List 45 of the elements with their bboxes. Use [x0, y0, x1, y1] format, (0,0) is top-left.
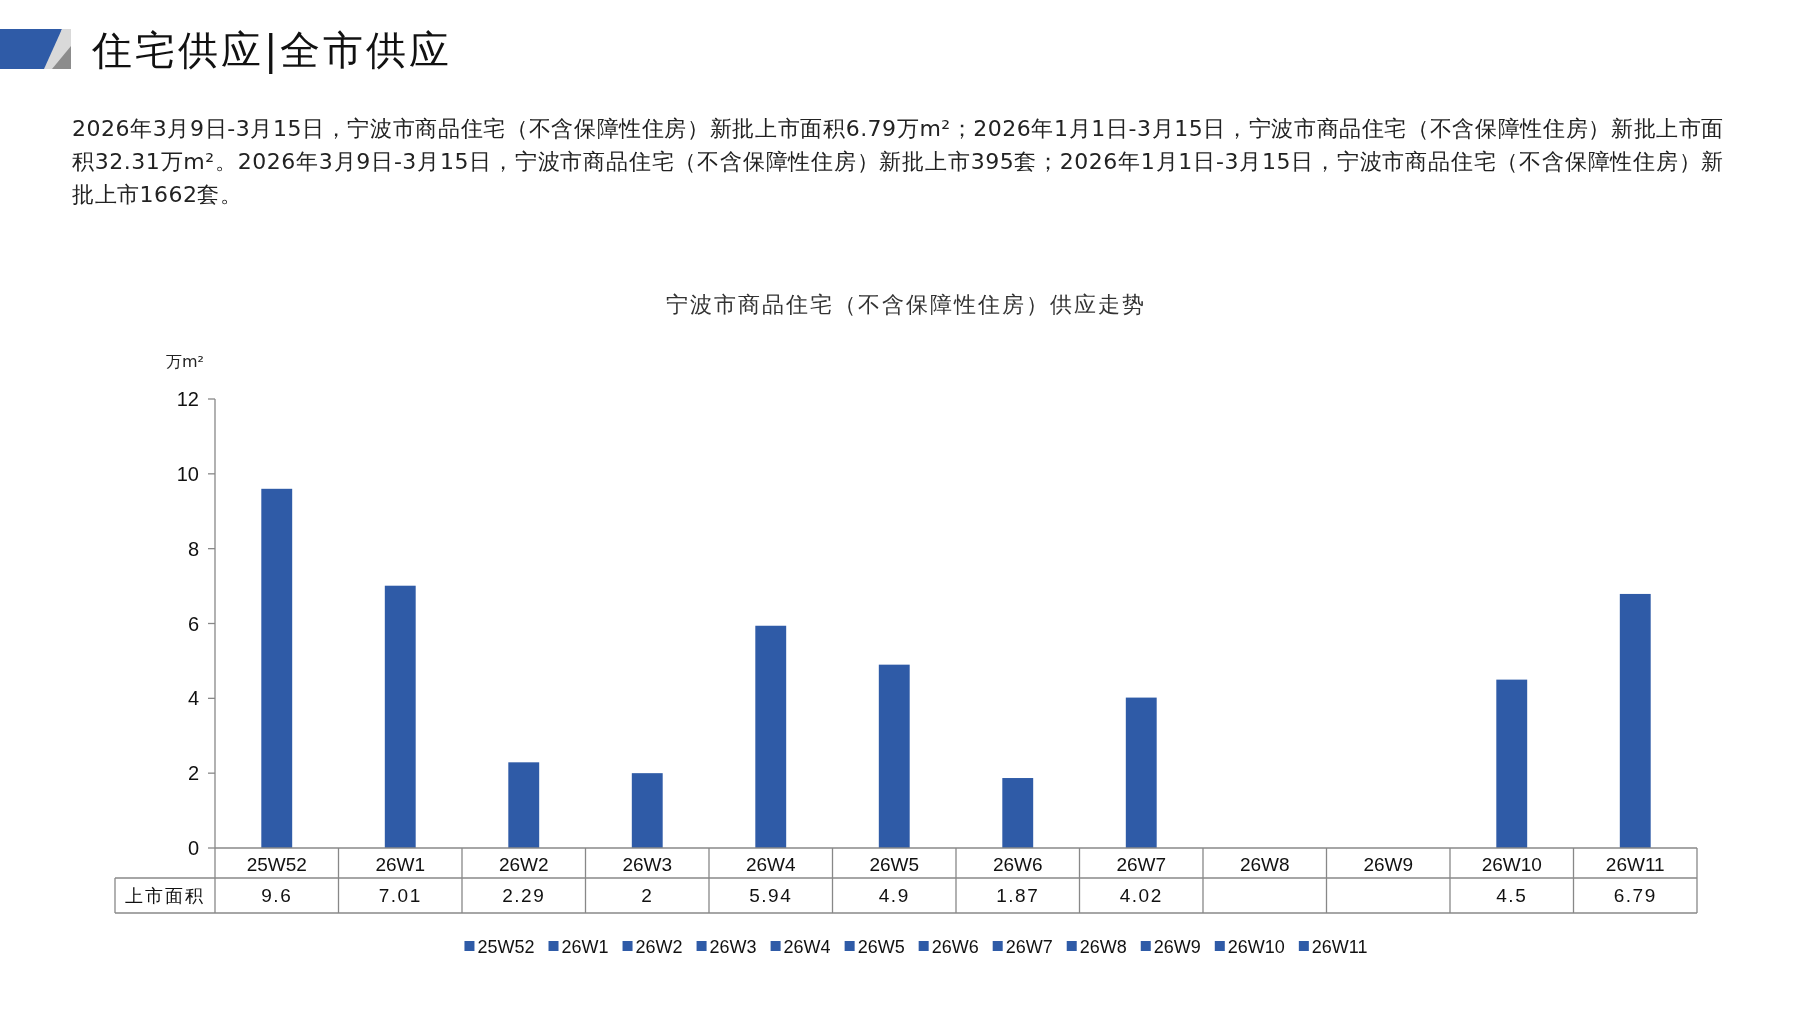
- bar: [384, 585, 416, 848]
- y-axis-title: 万m²: [166, 352, 204, 371]
- text: 2026年3月9日-3月15日，宁波市商品住宅（不含保障性住房）新批上市面积6.79万m²；2026年1月1日-3月15日，宁波市商品住宅（不含保障性住房）新批上市面积32.31万m²。2026年3月9日-3月15日，宁波市商品住宅（不含保障性住房）新批上市395套；2026年1月1日-3月15日，宁波市商品住宅（不含保障性住房）新批上市1662套。: [72, 115, 1724, 209]
- x-tick-label: 26W8: [1239, 854, 1290, 875]
- bar: [755, 625, 787, 848]
- x-tick-label: 26W10: [1481, 854, 1542, 875]
- y-tick-label: 10: [176, 462, 199, 485]
- y-tick-label: 2: [187, 762, 199, 785]
- data-label: 4.9: [878, 885, 910, 906]
- legend: 25W52 26W1 26W2 26W3 26W4 26W5 26W6 26W7 26W8 26W9 26W10 26W11: [464, 937, 1368, 957]
- text: 上市面积: [125, 885, 205, 906]
- x-tick-label: 26W3: [622, 854, 673, 875]
- x-tick-label: 26W4: [745, 854, 796, 875]
- bar: [878, 664, 910, 848]
- data-label: 7.01: [378, 885, 422, 906]
- bar: [1496, 679, 1528, 848]
- y-tick-label: 8: [187, 537, 199, 560]
- bar: [508, 762, 540, 848]
- bar: [1002, 778, 1034, 848]
- bar: [631, 773, 663, 848]
- x-tick-label: 26W11: [1605, 854, 1665, 875]
- chart-title: 宁波市商品住宅（不含保障性住房）供应走势: [666, 292, 1146, 317]
- x-tick-label: 26W2: [498, 854, 549, 875]
- y-tick-label: 4: [187, 687, 199, 710]
- y-tick-label: 12: [176, 388, 199, 410]
- data-label: 4.5: [1496, 885, 1528, 906]
- x-tick-label: 25W52: [246, 854, 307, 875]
- x-tick-label: 26W5: [869, 854, 920, 875]
- x-tick-label: 26W6: [992, 854, 1043, 875]
- data-label: 2.29: [502, 885, 546, 906]
- bar: [1125, 697, 1157, 848]
- bar: [1619, 593, 1651, 848]
- y-tick-label: 0: [187, 837, 199, 859]
- data-label: 4.02: [1119, 885, 1163, 906]
- y-tick-label: 6: [187, 612, 199, 635]
- data-label: 6.79: [1613, 885, 1657, 906]
- x-tick-label: 26W7: [1116, 854, 1167, 875]
- text: 住宅供应|全市供应: [91, 27, 453, 74]
- data-label: 5.94: [749, 885, 793, 906]
- bar: [261, 488, 293, 848]
- data-label: 9.6: [261, 885, 293, 906]
- data-label: 1.87: [996, 885, 1040, 906]
- x-tick-label: 26W9: [1363, 854, 1414, 875]
- data-label: 2: [641, 885, 654, 906]
- x-tick-label: 26W1: [375, 854, 426, 875]
